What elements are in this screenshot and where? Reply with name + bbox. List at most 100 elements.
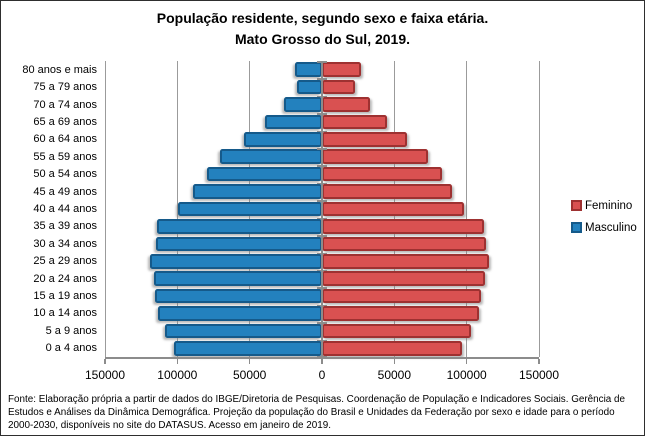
bar-feminino-55-a-59-anos (322, 149, 428, 165)
x-axis-labels: 150000 100000 50000 0 50000 100000 150000 (85, 368, 559, 384)
plot-area (104, 61, 540, 364)
center-axis-tick (317, 61, 327, 63)
x-axis-tick (538, 359, 540, 364)
bar-masculino-40-a-44-anos (178, 201, 322, 217)
x-axis-tick (321, 359, 323, 364)
bar-masculino-75-a-79-anos (296, 79, 322, 95)
x-axis-line (105, 357, 539, 359)
bar-feminino-80-anos-e-mais (322, 62, 361, 77)
age-group-label: 45 a 49 anos (33, 185, 97, 198)
legend-label: Masculino (585, 221, 637, 234)
center-axis-tick (317, 78, 327, 80)
bar-feminino-25-a-29-anos (322, 253, 490, 269)
age-group-label: 75 a 79 anos (33, 81, 97, 94)
bar-feminino-50-a-54-anos (322, 166, 442, 182)
center-axis-line (321, 61, 323, 357)
bar-masculino-70-a-74-anos (283, 97, 322, 112)
bar-masculino-45-a-49-anos (192, 184, 322, 199)
bar-masculino-30-a-34-anos (155, 236, 322, 252)
bar-masculino-25-a-29-anos (150, 253, 322, 269)
center-axis-tick (317, 304, 327, 307)
x-tick-label: 0 (318, 368, 326, 382)
center-axis-tick (317, 287, 327, 289)
age-group-label: 40 a 44 anos (33, 202, 97, 215)
bar-masculino-50-a-54-anos (206, 166, 322, 182)
chart-title-line2: Mato Grosso do Sul, 2019. (234, 31, 411, 47)
bar-masculino-80-anos-e-mais (294, 62, 322, 77)
gridline (466, 61, 468, 357)
legend: Feminino Masculino (571, 198, 637, 242)
legend-label: Feminino (585, 199, 633, 212)
center-axis-tick (317, 252, 327, 255)
center-axis-tick (317, 339, 327, 342)
x-tick-label: 100000 (157, 368, 198, 382)
bar-feminino-70-a-74-anos (322, 97, 371, 112)
x-axis-tick (176, 359, 179, 364)
chart-title-line1: População residente, segundo sexo e faix… (156, 10, 489, 26)
bar-feminino-40-a-44-anos (322, 201, 465, 217)
legend-marker-masculino-icon (571, 222, 582, 233)
bar-feminino-60-a-64-anos (322, 132, 407, 147)
age-group-label: 20 a 24 anos (33, 272, 97, 285)
age-group-label: 5 a 9 anos (45, 324, 97, 337)
gridline (104, 61, 106, 357)
bar-feminino-75-a-79-anos (322, 79, 355, 95)
center-axis-tick (317, 95, 327, 98)
x-tick-label: 150000 (518, 368, 560, 382)
y-axis-labels: 80 anos e mais 75 a 79 anos 70 a 74 anos 65… (1, 61, 98, 357)
center-axis-tick (317, 355, 327, 357)
bar-masculino-55-a-59-anos (219, 149, 322, 165)
x-tick-label: 50000 (232, 368, 267, 382)
x-tick-label: 100000 (446, 368, 487, 382)
center-axis-tick (317, 148, 327, 150)
bar-feminino-0-a-4-anos (322, 340, 463, 356)
legend-item-feminino: Feminino (571, 198, 637, 213)
center-axis-tick (317, 217, 327, 220)
age-group-label: 0 a 4 anos (45, 342, 97, 355)
bar-masculino-5-a-9-anos (164, 323, 322, 339)
bar-masculino-60-a-64-anos (244, 132, 322, 147)
x-axis-tick (248, 359, 251, 364)
age-group-label: 80 anos e mais (22, 63, 97, 76)
age-group-label: 15 a 19 anos (33, 290, 97, 303)
bar-feminino-5-a-9-anos (322, 323, 472, 339)
center-axis-tick (317, 269, 327, 272)
center-axis-tick (317, 322, 327, 324)
x-axis-tick (104, 359, 106, 364)
age-group-label: 10 a 14 anos (33, 307, 97, 320)
x-axis-tick (465, 359, 468, 364)
center-axis-tick (317, 130, 327, 133)
bar-masculino-20-a-24-anos (154, 271, 322, 286)
age-group-label: 55 a 59 anos (33, 150, 97, 163)
x-tick-label: 50000 (377, 368, 412, 382)
age-group-label: 70 a 74 anos (33, 98, 97, 111)
bar-masculino-65-a-69-anos (264, 114, 322, 130)
bar-feminino-10-a-14-anos (322, 306, 479, 321)
bar-masculino-0-a-4-anos (173, 340, 322, 356)
gridline (538, 61, 540, 357)
source-note: Fonte: Elaboração própria a partir de da… (8, 394, 626, 431)
bar-feminino-65-a-69-anos (322, 114, 387, 130)
bar-feminino-35-a-39-anos (322, 219, 484, 234)
x-axis-tick (393, 359, 396, 364)
bar-masculino-10-a-14-anos (157, 306, 322, 321)
bar-masculino-15-a-19-anos (154, 288, 322, 304)
center-axis-tick (317, 235, 327, 237)
bar-feminino-45-a-49-anos (322, 184, 452, 199)
center-axis-tick (317, 200, 327, 202)
age-group-label: 30 a 34 anos (33, 237, 97, 250)
bar-feminino-20-a-24-anos (322, 271, 485, 286)
center-axis-tick (317, 165, 327, 167)
age-group-label: 25 a 29 anos (33, 255, 97, 268)
legend-marker-feminino-icon (571, 200, 582, 211)
chart-title: População residente, segundo sexo e faix… (1, 8, 644, 50)
age-group-label: 60 a 64 anos (33, 133, 97, 146)
x-tick-label: 150000 (84, 368, 126, 382)
legend-item-masculino: Masculino (571, 220, 637, 235)
age-group-label: 35 a 39 anos (33, 220, 97, 233)
bar-feminino-30-a-34-anos (322, 236, 487, 252)
center-axis-tick (317, 113, 327, 115)
center-axis-tick (317, 182, 327, 185)
bar-feminino-15-a-19-anos (322, 288, 482, 304)
